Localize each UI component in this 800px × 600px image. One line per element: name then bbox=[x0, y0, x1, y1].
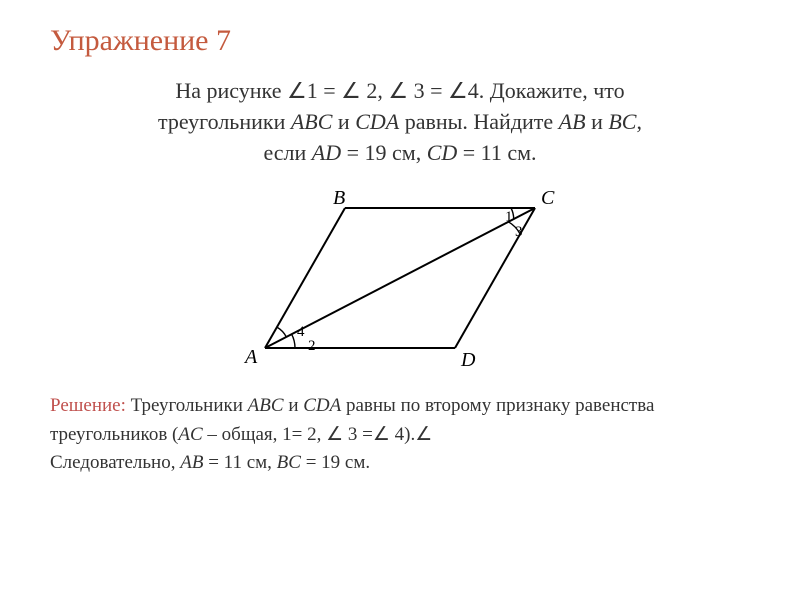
side-ab: AB bbox=[180, 452, 203, 473]
svg-text:3: 3 bbox=[515, 224, 523, 240]
side-ac: AC bbox=[178, 424, 202, 445]
triangle-abc: ABC bbox=[248, 395, 284, 416]
angle-symbol: ∠ bbox=[373, 424, 390, 445]
problem-text: треугольники bbox=[158, 109, 291, 134]
angle-symbol: ∠ bbox=[448, 78, 468, 103]
solution-text: – общая, 1= 2, bbox=[203, 424, 326, 445]
triangle-cda: CDA bbox=[355, 109, 399, 134]
side-bc: BC bbox=[608, 109, 636, 134]
svg-text:2: 2 bbox=[308, 338, 316, 354]
solution-text: Следовательно, bbox=[50, 452, 180, 473]
solution-label: Решение: bbox=[50, 395, 126, 416]
problem-text: 1 = bbox=[307, 78, 341, 103]
side-cd: CD bbox=[427, 140, 458, 165]
angle-symbol: ∠ bbox=[415, 424, 432, 445]
side-ab: AB bbox=[559, 109, 586, 134]
problem-text: = 19 см, bbox=[341, 140, 427, 165]
svg-text:B: B bbox=[333, 188, 345, 209]
triangle-abc: ABC bbox=[291, 109, 333, 134]
solution-text: 4). bbox=[390, 424, 415, 445]
triangle-cda: CDA bbox=[303, 395, 341, 416]
angle-symbol: ∠ bbox=[326, 424, 343, 445]
problem-text: равны. Найдите bbox=[399, 109, 558, 134]
diagram-container: A B C D 1 2 3 4 bbox=[50, 188, 750, 368]
angle-symbol: ∠ bbox=[388, 78, 408, 103]
solution-text: = 19 см. bbox=[301, 452, 370, 473]
exercise-title: Упражнение 7 bbox=[50, 24, 750, 58]
solution-text: и bbox=[284, 395, 304, 416]
solution-text: 3 = bbox=[343, 424, 373, 445]
problem-text: 4. Докажите, что bbox=[468, 78, 625, 103]
solution-block: Решение: Треугольники ABC и CDA равны по… bbox=[50, 392, 750, 478]
svg-text:D: D bbox=[460, 349, 476, 368]
side-ad: AD bbox=[312, 140, 341, 165]
problem-text: 3 = bbox=[408, 78, 448, 103]
svg-text:4: 4 bbox=[297, 324, 305, 340]
solution-text: Треугольники bbox=[126, 395, 248, 416]
solution-text: = 11 см, bbox=[203, 452, 276, 473]
problem-text: если bbox=[263, 140, 311, 165]
problem-text: 2, bbox=[361, 78, 389, 103]
problem-text: и bbox=[332, 109, 355, 134]
geometry-diagram: A B C D 1 2 3 4 bbox=[235, 188, 565, 368]
problem-text: и bbox=[586, 109, 609, 134]
svg-text:A: A bbox=[243, 346, 258, 368]
svg-text:C: C bbox=[541, 188, 555, 209]
problem-text: = 11 см. bbox=[457, 140, 536, 165]
side-bc: BC bbox=[277, 452, 301, 473]
angle-symbol: ∠ bbox=[287, 78, 307, 103]
problem-text: На рисунке bbox=[175, 78, 287, 103]
problem-statement: На рисунке ∠1 = ∠ 2, ∠ 3 = ∠4. Докажите,… bbox=[50, 76, 750, 168]
svg-text:1: 1 bbox=[505, 209, 513, 225]
problem-text: , bbox=[636, 109, 642, 134]
angle-symbol: ∠ bbox=[341, 78, 361, 103]
